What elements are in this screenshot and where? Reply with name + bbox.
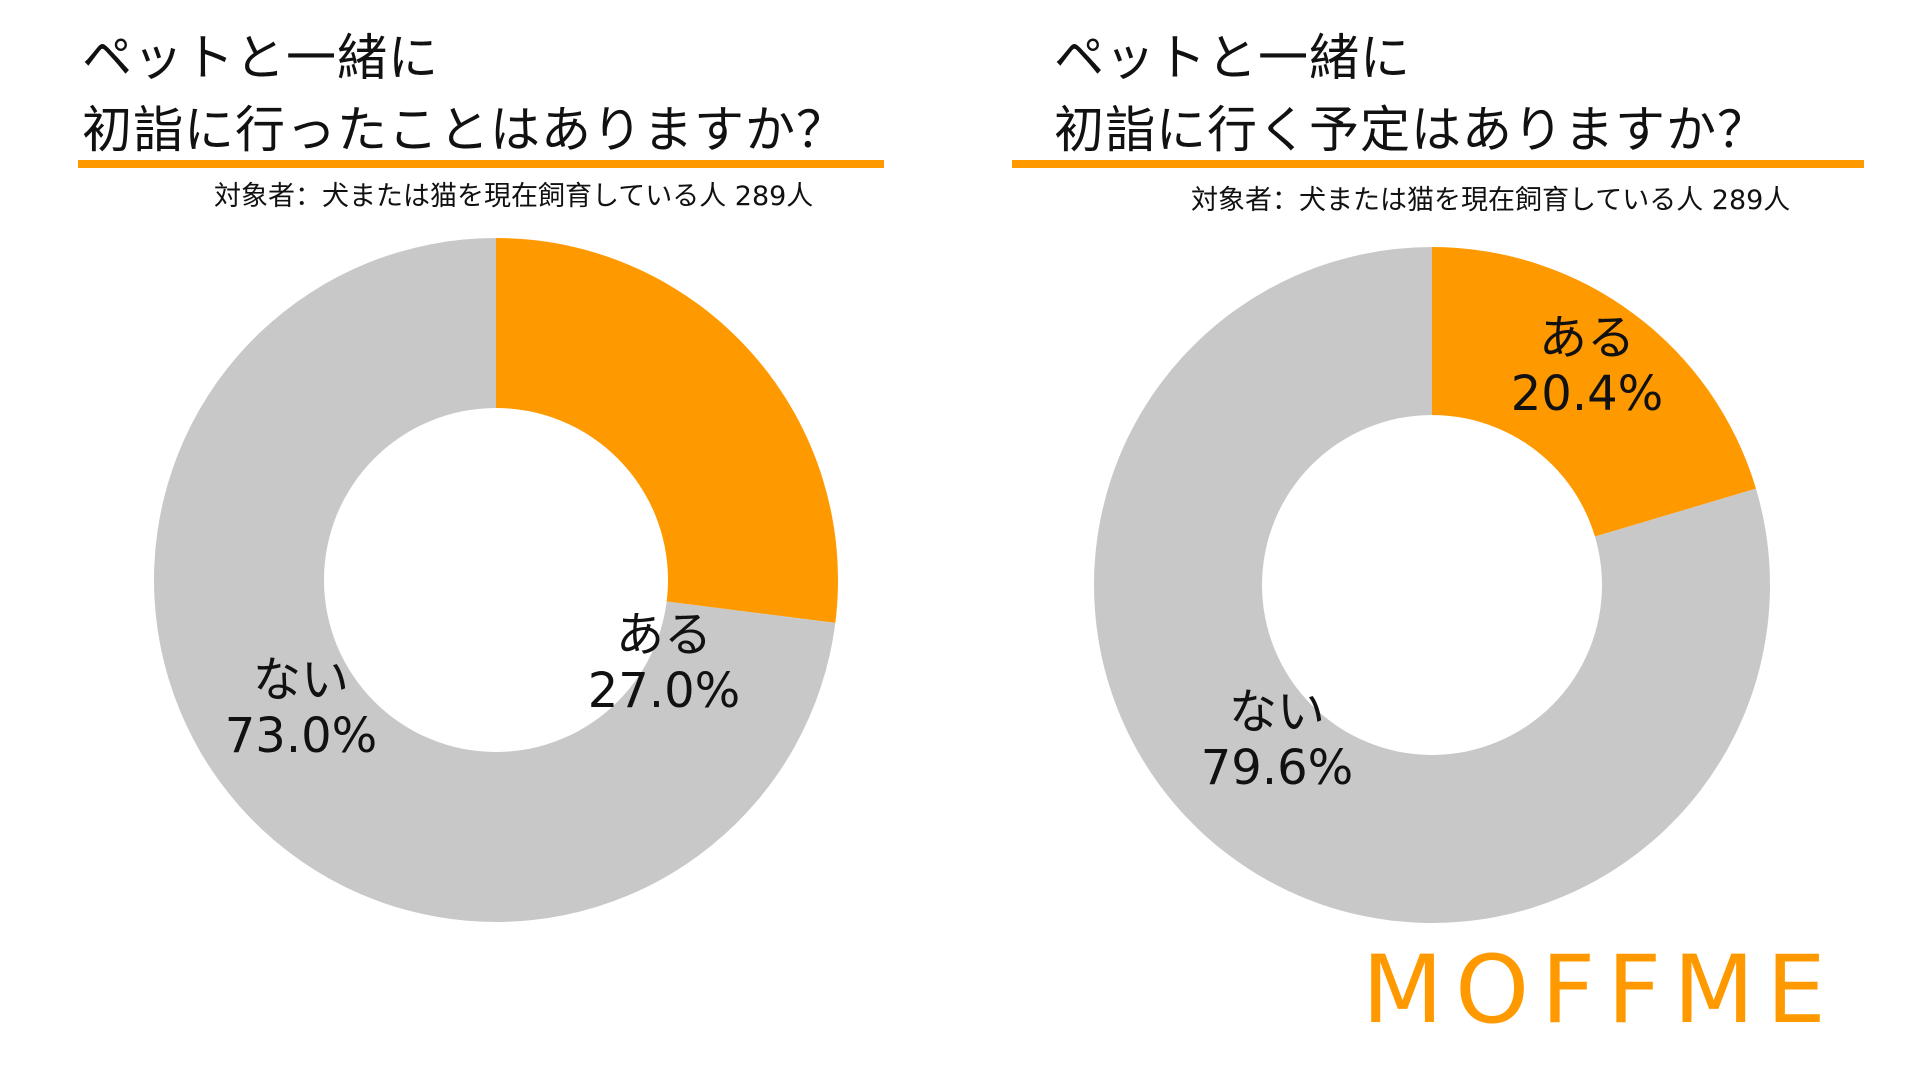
chart-panel-1: ペットと一緒に 初詣に行ったことはありますか？ 対象者：犬または猫を現在飼育して…	[78, 22, 884, 922]
chart-2-donut-hole	[1262, 415, 1602, 755]
chart-2-donut: ある 20.4% ない 79.6%	[1094, 247, 1770, 923]
chart-2-title-line-2: 初詣に行く予定はありますか？	[1054, 101, 1768, 159]
chart-2-title-line-1: ペットと一緒に	[1054, 29, 1411, 87]
chart-2-slice-1-value: 20.4%	[1511, 366, 1663, 422]
chart-1-title-line-1: ペットと一緒に	[82, 29, 439, 87]
chart-1-subtitle: 対象者：犬または猫を現在飼育している人 289人	[214, 181, 814, 212]
chart-1-slice-1-label: ある	[616, 607, 712, 663]
chart-1-donut-hole	[324, 408, 668, 752]
chart-2-subtitle: 対象者：犬または猫を現在飼育している人 289人	[1191, 185, 1791, 216]
chart-1-title-line-2: 初詣に行ったことはありますか？	[82, 101, 847, 159]
chart-2-slice-2-value: 79.6%	[1201, 740, 1353, 796]
chart-panel-2: ペットと一緒に 初詣に行く予定はありますか？ 対象者：犬または猫を現在飼育してい…	[960, 0, 1920, 1080]
chart-1-slice-1-value: 27.0%	[588, 663, 740, 719]
moffme-logo: MOFFME	[1362, 936, 1838, 1045]
chart-2-title-underline	[1012, 160, 1864, 168]
chart-1-title-underline	[78, 160, 884, 168]
chart-1-slice-2-label: ない	[253, 652, 349, 708]
chart-2-slice-2-label: ない	[1229, 684, 1325, 740]
chart-1-donut: ある 27.0% ない 73.0%	[154, 238, 838, 922]
chart-1-title: ペットと一緒に 初詣に行ったことはありますか？	[82, 22, 847, 166]
chart-1-slice-2-value: 73.0%	[225, 708, 377, 764]
chart-2-title: ペットと一緒に 初詣に行く予定はありますか？	[1054, 22, 1768, 166]
chart-2-slice-1-label: ある	[1539, 310, 1635, 366]
